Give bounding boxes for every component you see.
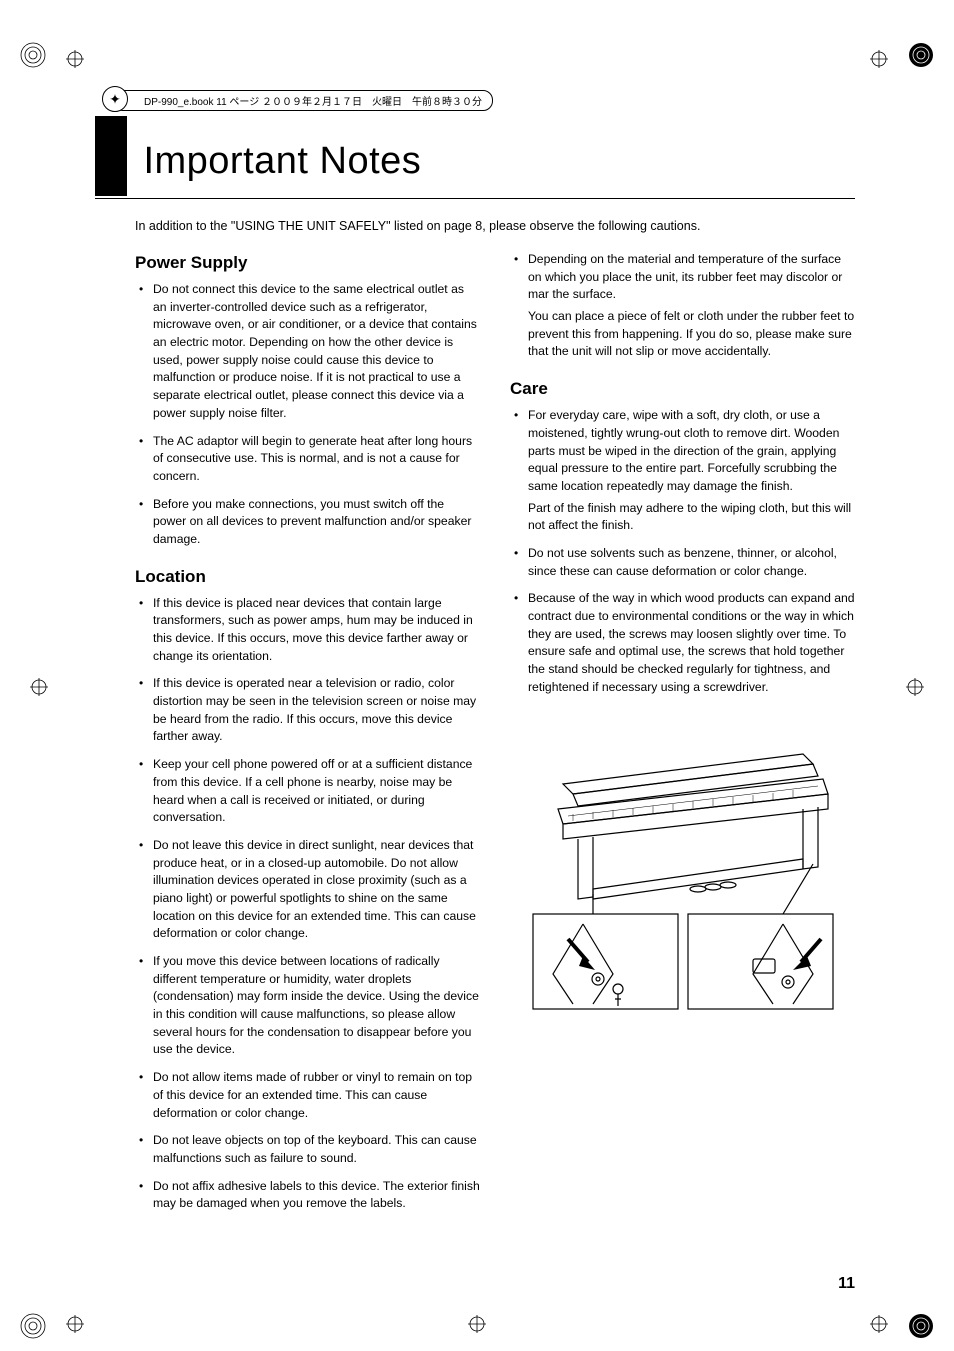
list-item-text: For everyday care, wipe with a soft, dry… <box>528 408 839 493</box>
list-item-continuation: You can place a piece of felt or cloth u… <box>528 308 855 361</box>
register-mark-tl <box>18 40 48 70</box>
running-header: ✦ DP-990_e.book 11 ページ ２００９年２月１７日 火曜日 午前… <box>113 90 493 111</box>
crosshair-bc <box>468 1315 486 1333</box>
title-block: Important Notes <box>95 116 855 196</box>
right-column: Depending on the material and temperatur… <box>510 251 855 1223</box>
list-item: If you move this device between location… <box>135 953 480 1059</box>
list-item: Depending on the material and temperatur… <box>510 251 855 361</box>
care-heading: Care <box>510 379 855 399</box>
list-item-text: Depending on the material and temperatur… <box>528 252 842 301</box>
list-item: If this device is operated near a televi… <box>135 675 480 746</box>
list-item: Because of the way in which wood product… <box>510 590 855 696</box>
register-mark-tr <box>906 40 936 70</box>
location-heading: Location <box>135 567 480 587</box>
two-column-layout: Power Supply Do not connect this device … <box>135 251 855 1223</box>
register-mark-br <box>906 1311 936 1341</box>
crosshair-mr <box>906 678 924 696</box>
power-supply-list: Do not connect this device to the same e… <box>135 281 480 549</box>
list-item: Keep your cell phone powered off or at a… <box>135 756 480 827</box>
list-item: Do not leave objects on top of the keybo… <box>135 1132 480 1167</box>
care-list: For everyday care, wipe with a soft, dry… <box>510 407 855 696</box>
list-item: For everyday care, wipe with a soft, dry… <box>510 407 855 535</box>
crosshair-bl <box>66 1315 84 1333</box>
piano-illustration <box>523 714 843 1014</box>
list-item: Do not connect this device to the same e… <box>135 281 480 423</box>
list-item: Do not allow items made of rubber or vin… <box>135 1069 480 1122</box>
intro-text: In addition to the "USING THE UNIT SAFEL… <box>135 219 855 233</box>
crosshair-tr <box>870 50 888 68</box>
page-content: ✦ DP-990_e.book 11 ページ ２００９年２月１７日 火曜日 午前… <box>95 90 855 1223</box>
list-item: The AC adaptor will begin to generate he… <box>135 433 480 486</box>
page-number: 11 <box>838 1275 855 1293</box>
crosshair-ml <box>30 678 48 696</box>
title-rule <box>95 198 855 199</box>
piano-screw-figure <box>510 714 855 1014</box>
rubber-feet-list: Depending on the material and temperatur… <box>510 251 855 361</box>
list-item: Do not leave this device in direct sunli… <box>135 837 480 943</box>
power-supply-heading: Power Supply <box>135 253 480 273</box>
list-item: Do not use solvents such as benzene, thi… <box>510 545 855 580</box>
list-item: If this device is placed near devices th… <box>135 595 480 666</box>
list-item: Before you make connections, you must sw… <box>135 496 480 549</box>
location-list: If this device is placed near devices th… <box>135 595 480 1213</box>
crosshair-icon: ✦ <box>102 86 128 112</box>
left-column: Power Supply Do not connect this device … <box>135 251 480 1223</box>
list-item-continuation: Part of the finish may adhere to the wip… <box>528 500 855 535</box>
title-black-bar <box>95 116 127 196</box>
crosshair-br <box>870 1315 888 1333</box>
running-header-text: DP-990_e.book 11 ページ ２００９年２月１７日 火曜日 午前８時… <box>144 97 482 108</box>
list-item: Do not affix adhesive labels to this dev… <box>135 1178 480 1213</box>
register-mark-bl <box>18 1311 48 1341</box>
crosshair-tl <box>66 50 84 68</box>
page-title: Important Notes <box>143 140 421 183</box>
